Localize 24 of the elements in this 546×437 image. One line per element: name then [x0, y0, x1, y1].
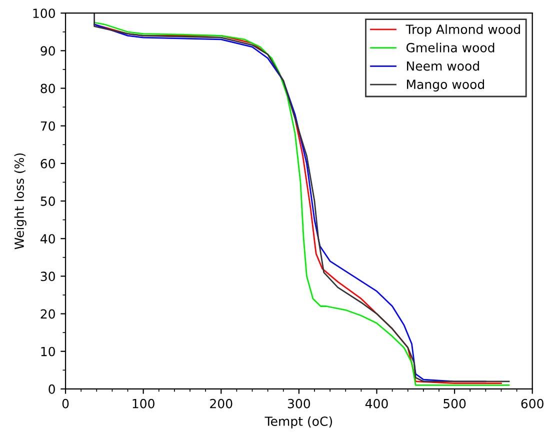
y-tick-label: 0: [48, 384, 55, 394]
y-tick-label: 100: [33, 8, 55, 18]
x-tick-label: 300: [288, 398, 310, 408]
x-axis-title: Tempt (oC): [264, 416, 332, 428]
x-tick-label: 0: [62, 398, 69, 408]
x-tick-label: 600: [521, 398, 544, 408]
y-tick-label: 80: [40, 84, 55, 94]
y-tick-label: 50: [40, 196, 55, 206]
x-tick-label: 400: [365, 398, 388, 408]
y-tick-label: 90: [40, 46, 55, 56]
x-tick-label: 100: [132, 398, 154, 408]
x-tick-label: 500: [444, 398, 466, 408]
legend-label: Trop Almond wood: [406, 24, 520, 36]
legend-label: Neem wood: [406, 61, 479, 71]
legend-label: Mango wood: [406, 79, 484, 92]
y-tick-label: 10: [41, 346, 55, 356]
y-tick-label: 70: [40, 121, 55, 131]
y-tick-label: 40: [40, 234, 55, 244]
legend-label: Gmelina wood: [406, 42, 494, 52]
y-axis-title: Weight loss (%): [14, 153, 26, 250]
y-tick-label: 20: [40, 309, 55, 319]
y-tick-label: 60: [40, 158, 55, 168]
y-tick-label: 30: [40, 272, 55, 282]
x-tick-label: 200: [210, 398, 232, 408]
